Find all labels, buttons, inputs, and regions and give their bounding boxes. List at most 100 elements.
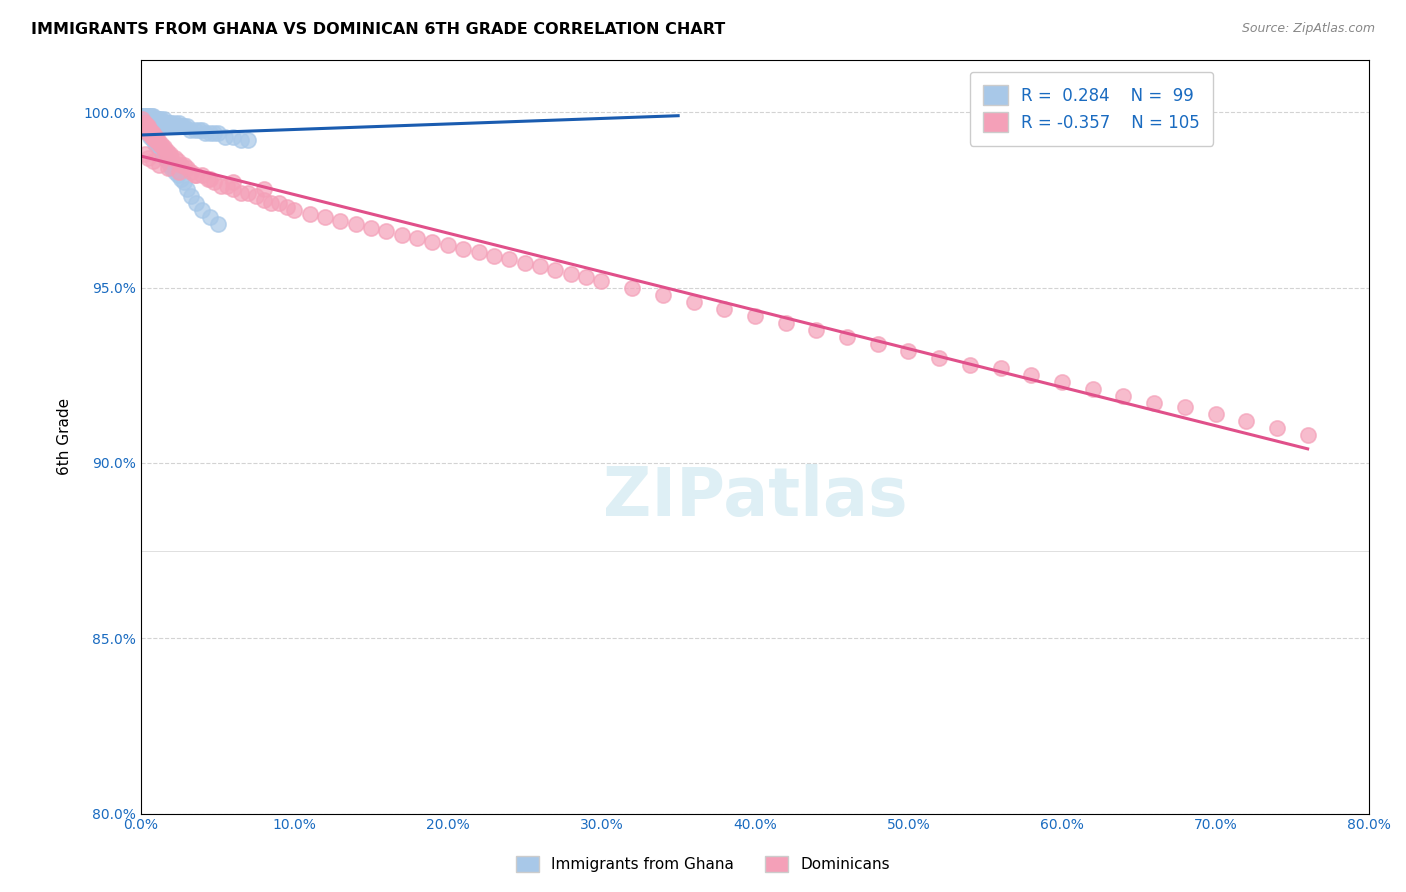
Point bbox=[146, 116, 169, 130]
Point bbox=[1234, 414, 1257, 428]
Point bbox=[176, 182, 198, 196]
Point bbox=[141, 129, 163, 144]
Point bbox=[145, 116, 167, 130]
Point bbox=[191, 169, 214, 183]
Point bbox=[142, 109, 165, 123]
Point bbox=[132, 120, 155, 134]
Point bbox=[375, 224, 398, 238]
Point bbox=[806, 323, 828, 337]
Point bbox=[229, 186, 252, 200]
Point bbox=[132, 120, 155, 134]
Point bbox=[135, 109, 157, 123]
Point bbox=[156, 116, 179, 130]
Point bbox=[153, 116, 176, 130]
Point bbox=[153, 140, 176, 154]
Point bbox=[222, 182, 245, 196]
Point bbox=[162, 120, 184, 134]
Point bbox=[134, 109, 156, 123]
Point bbox=[134, 122, 156, 136]
Point bbox=[134, 112, 156, 127]
Point bbox=[138, 116, 160, 130]
Point bbox=[866, 336, 889, 351]
Point bbox=[134, 120, 156, 134]
Point bbox=[159, 147, 181, 161]
Point bbox=[131, 109, 153, 123]
Point bbox=[157, 154, 180, 169]
Point bbox=[135, 120, 157, 134]
Point bbox=[176, 161, 198, 176]
Point bbox=[139, 126, 162, 140]
Point bbox=[160, 116, 183, 130]
Point bbox=[149, 120, 172, 134]
Point bbox=[744, 309, 766, 323]
Point bbox=[344, 218, 367, 232]
Point bbox=[145, 116, 167, 130]
Point bbox=[252, 193, 274, 207]
Point bbox=[170, 158, 193, 172]
Point bbox=[155, 144, 177, 158]
Point bbox=[148, 136, 170, 151]
Point bbox=[575, 270, 598, 285]
Point bbox=[138, 112, 160, 127]
Point bbox=[163, 151, 186, 165]
Point bbox=[544, 263, 567, 277]
Y-axis label: 6th Grade: 6th Grade bbox=[58, 398, 72, 475]
Point bbox=[451, 242, 474, 256]
Point bbox=[283, 203, 305, 218]
Point bbox=[198, 211, 221, 225]
Point bbox=[143, 136, 166, 151]
Point bbox=[143, 112, 166, 127]
Point bbox=[134, 122, 156, 136]
Point bbox=[209, 178, 232, 193]
Point bbox=[184, 169, 207, 183]
Point bbox=[229, 133, 252, 147]
Point bbox=[170, 171, 193, 186]
Point bbox=[142, 133, 165, 147]
Point bbox=[160, 151, 183, 165]
Point bbox=[141, 109, 163, 123]
Point bbox=[159, 116, 181, 130]
Point bbox=[329, 214, 352, 228]
Point bbox=[198, 171, 221, 186]
Point bbox=[132, 109, 155, 123]
Point bbox=[775, 316, 797, 330]
Point bbox=[141, 129, 163, 144]
Point bbox=[138, 126, 160, 140]
Point bbox=[1081, 382, 1104, 396]
Point bbox=[132, 109, 155, 123]
Point bbox=[1019, 368, 1042, 383]
Point bbox=[141, 126, 163, 140]
Point bbox=[180, 189, 202, 203]
Point bbox=[513, 256, 536, 270]
Point bbox=[191, 122, 214, 136]
Point bbox=[148, 158, 170, 172]
Point bbox=[146, 140, 169, 154]
Point bbox=[138, 151, 160, 165]
Point bbox=[148, 140, 170, 154]
Point bbox=[260, 196, 283, 211]
Point bbox=[207, 126, 229, 140]
Point bbox=[135, 122, 157, 136]
Point bbox=[204, 175, 226, 189]
Point bbox=[173, 120, 195, 134]
Point bbox=[135, 109, 157, 123]
Point bbox=[835, 329, 858, 343]
Point bbox=[145, 133, 167, 147]
Point bbox=[156, 144, 179, 158]
Text: ZIPatlas: ZIPatlas bbox=[603, 464, 907, 530]
Point bbox=[142, 129, 165, 144]
Point bbox=[180, 165, 202, 179]
Point bbox=[157, 161, 180, 176]
Point bbox=[139, 116, 162, 130]
Text: IMMIGRANTS FROM GHANA VS DOMINICAN 6TH GRADE CORRELATION CHART: IMMIGRANTS FROM GHANA VS DOMINICAN 6TH G… bbox=[31, 22, 725, 37]
Point bbox=[167, 165, 190, 179]
Point bbox=[139, 109, 162, 123]
Point bbox=[143, 116, 166, 130]
Point bbox=[560, 267, 582, 281]
Point bbox=[222, 129, 245, 144]
Point bbox=[207, 218, 229, 232]
Point bbox=[166, 154, 188, 169]
Point bbox=[173, 158, 195, 172]
Point bbox=[391, 227, 413, 242]
Point bbox=[406, 231, 429, 245]
